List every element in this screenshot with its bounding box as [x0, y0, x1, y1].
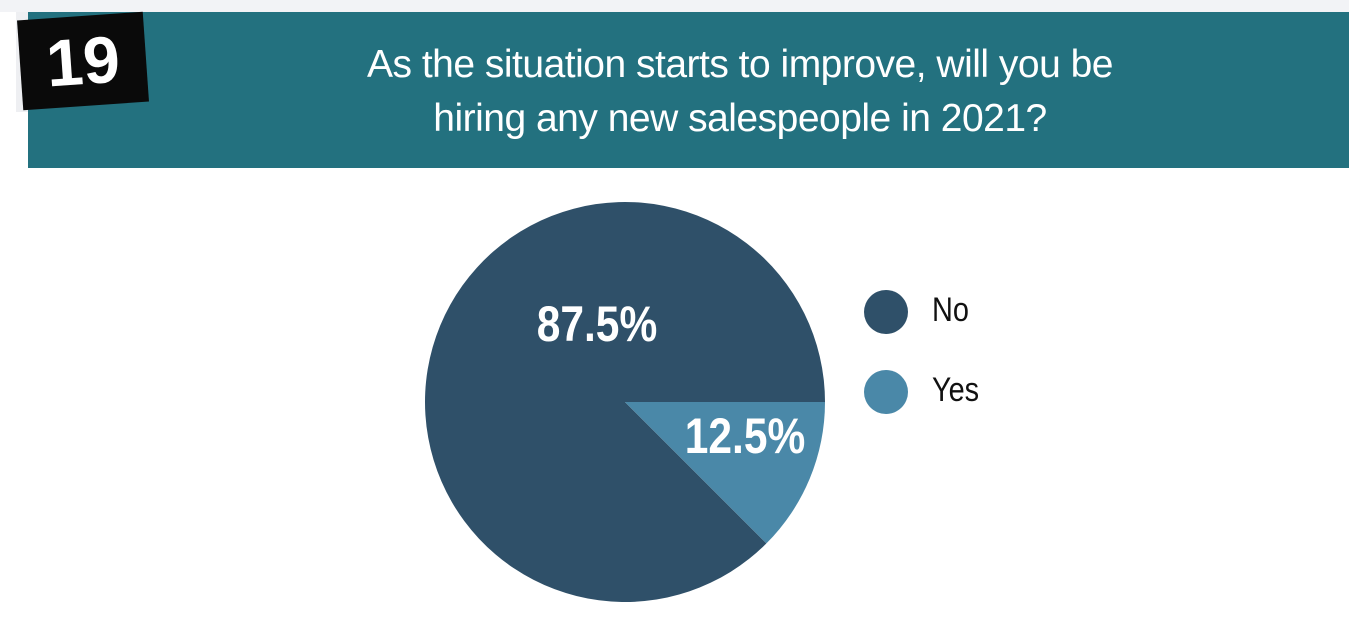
legend-label: Yes — [932, 370, 979, 409]
legend-swatch — [864, 290, 908, 334]
pie-slice — [625, 402, 825, 544]
header-banner — [28, 12, 1349, 168]
legend-label: No — [932, 290, 969, 329]
top-strip — [0, 0, 1349, 12]
value-label: 87.5% — [537, 296, 657, 352]
title: As the situation starts to improve, will… — [366, 43, 1114, 140]
pie-slice — [425, 202, 825, 603]
legend-swatch — [864, 370, 908, 414]
value-label: 12.5% — [685, 408, 805, 464]
